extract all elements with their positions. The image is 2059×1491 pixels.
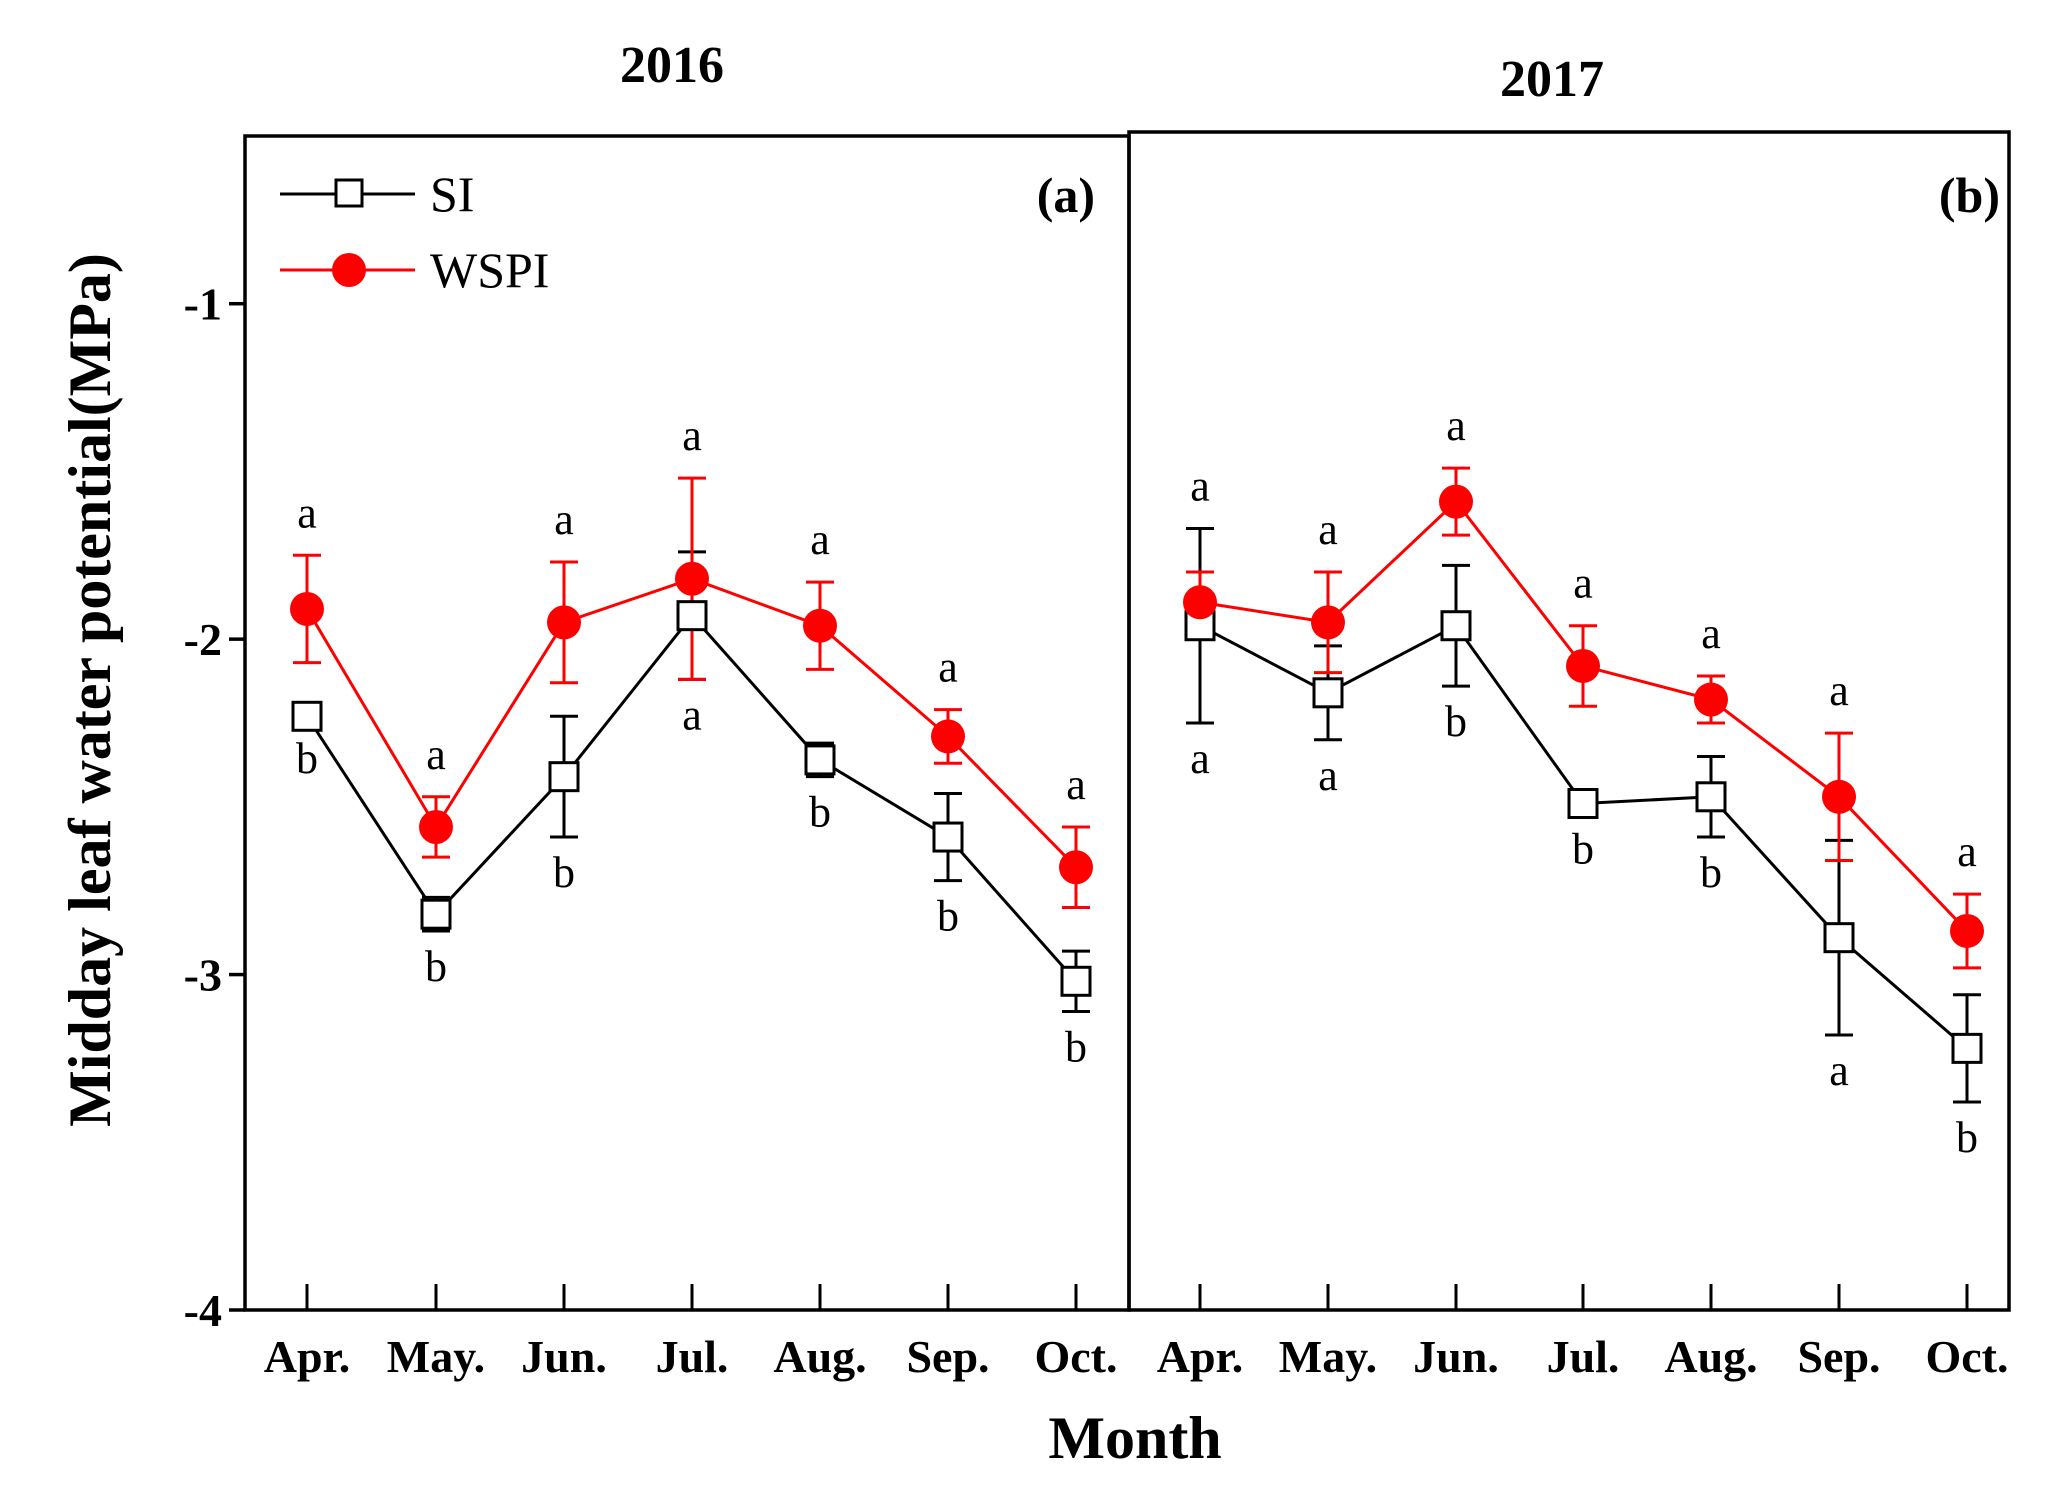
y-tick-label: -1 xyxy=(184,279,222,330)
data-point-wspi xyxy=(419,809,453,844)
x-tick-label: Sep. xyxy=(906,1331,989,1382)
data-point-si xyxy=(1312,677,1344,709)
y-tick-label: -4 xyxy=(184,1285,222,1336)
panel-a-year-title: 2016 xyxy=(620,37,724,94)
significance-letter-wspi: a xyxy=(1446,401,1466,450)
data-point-wspi xyxy=(1822,779,1856,814)
significance-letter-si: b xyxy=(937,892,959,941)
data-point-si xyxy=(1060,965,1092,997)
data-point-si xyxy=(1440,610,1472,642)
y-tick-label: -2 xyxy=(184,614,222,665)
significance-letter-wspi: a xyxy=(1318,505,1338,554)
x-tick-label: Jul. xyxy=(656,1331,729,1382)
legend-wspi-label: WSPI xyxy=(430,242,549,298)
significance-letter-si: b xyxy=(809,788,831,837)
significance-letter-si: b xyxy=(1445,697,1467,746)
data-point-si xyxy=(1823,922,1855,954)
legend-si-marker xyxy=(334,178,364,208)
x-tick-label: May. xyxy=(387,1331,485,1382)
x-tick-label: Apr. xyxy=(264,1331,351,1382)
data-point-si xyxy=(1951,1032,1983,1064)
significance-letter-si: b xyxy=(1572,825,1594,874)
significance-letter-wspi: a xyxy=(297,488,317,537)
data-point-wspi xyxy=(290,591,324,626)
data-point-si xyxy=(548,761,580,793)
x-tick-label: Jun. xyxy=(521,1331,607,1382)
panel-b-frame xyxy=(1127,130,2011,1312)
data-point-si xyxy=(1567,788,1599,820)
legend-si-label: SI xyxy=(430,166,474,222)
significance-letter-wspi: a xyxy=(554,495,574,544)
significance-letter-wspi: a xyxy=(1829,666,1849,715)
y-axis-label: Midday leaf water potential(MPa) xyxy=(57,253,123,1127)
x-tick-label: Sep. xyxy=(1797,1331,1880,1382)
data-point-wspi xyxy=(1950,913,1984,948)
data-point-si xyxy=(1695,781,1727,813)
significance-letter-wspi: a xyxy=(426,730,446,779)
data-point-wspi xyxy=(547,605,581,640)
x-axis-label: Month xyxy=(1048,1405,1221,1471)
legend: SI WSPI xyxy=(280,166,549,298)
x-tick-label: Jul. xyxy=(1547,1331,1620,1382)
data-point-wspi xyxy=(1059,850,1093,885)
y-tick-label: -3 xyxy=(184,950,222,1001)
x-tick-label: Apr. xyxy=(1157,1331,1244,1382)
legend-wspi-marker xyxy=(332,253,366,287)
significance-letter-si: b xyxy=(1065,1022,1087,1071)
data-point-si xyxy=(932,821,964,853)
x-tick-label: Jun. xyxy=(1413,1331,1499,1382)
x-tick-label: Oct. xyxy=(1034,1331,1117,1382)
data-point-wspi xyxy=(1566,648,1600,683)
significance-letter-si: b xyxy=(1956,1113,1978,1162)
significance-letter-wspi: a xyxy=(938,643,958,692)
significance-letter-si: b xyxy=(296,734,318,783)
panel-a-label: (a) xyxy=(1037,167,1095,223)
significance-letter-wspi: a xyxy=(1066,760,1086,809)
x-tick-label: Oct. xyxy=(1925,1331,2008,1382)
data-point-wspi xyxy=(803,608,837,643)
panel-b-label: (b) xyxy=(1939,167,2000,223)
significance-letter-si: a xyxy=(1190,734,1210,783)
significance-letter-si: b xyxy=(553,848,575,897)
data-point-wspi xyxy=(675,561,709,596)
data-point-wspi xyxy=(1694,682,1728,717)
data-point-wspi xyxy=(1439,484,1473,519)
significance-letter-wspi: a xyxy=(1957,827,1977,876)
x-tick-label: May. xyxy=(1279,1331,1377,1382)
significance-letter-wspi: a xyxy=(810,515,830,564)
data-point-si xyxy=(676,600,708,632)
panel-b-year-title: 2017 xyxy=(1500,51,1604,108)
data-point-wspi xyxy=(931,719,965,754)
significance-letter-si: a xyxy=(1829,1046,1849,1095)
significance-letter-wspi: a xyxy=(1701,609,1721,658)
significance-letter-wspi: a xyxy=(1573,559,1593,608)
significance-letter-si: b xyxy=(1700,848,1722,897)
significance-letter-si: a xyxy=(682,690,702,739)
x-tick-label: Aug. xyxy=(773,1331,866,1382)
significance-letter-wspi: a xyxy=(682,411,702,460)
significance-letter-wspi: a xyxy=(1190,461,1210,510)
significance-letter-si: b xyxy=(425,942,447,991)
data-point-si xyxy=(420,898,452,930)
x-tick-label: Aug. xyxy=(1664,1331,1757,1382)
data-point-si xyxy=(804,744,836,776)
significance-letter-si: a xyxy=(1318,751,1338,800)
data-point-si xyxy=(291,700,323,732)
data-point-wspi xyxy=(1311,605,1345,640)
data-point-wspi xyxy=(1183,585,1217,620)
